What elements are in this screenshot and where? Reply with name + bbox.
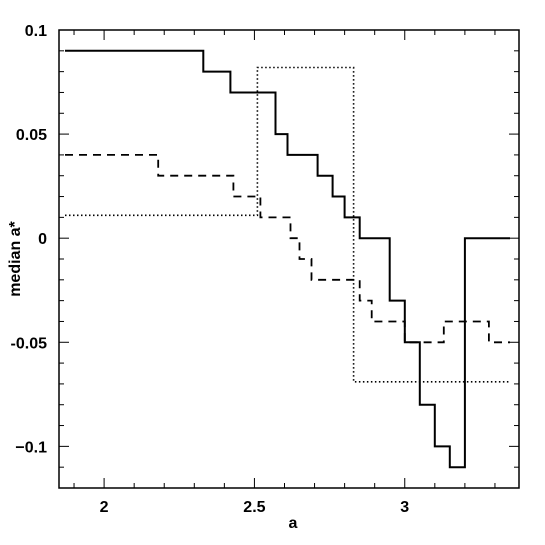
x-axis-title: a bbox=[289, 515, 298, 532]
y-tick-label: −0.1 bbox=[15, 439, 47, 456]
y-tick-label: 0.1 bbox=[25, 23, 47, 40]
x-tick-label: 3 bbox=[400, 499, 409, 516]
x-tick-label: 2.5 bbox=[243, 499, 265, 516]
solid-series-line bbox=[65, 49, 510, 469]
dashed-series-line bbox=[65, 153, 510, 344]
plot-frame bbox=[58, 29, 520, 489]
y-tick-label: -0.05 bbox=[11, 335, 48, 352]
y-axis-title: median a* bbox=[7, 220, 24, 296]
x-tick-label: 2 bbox=[100, 499, 109, 516]
y-tick-label: 0 bbox=[38, 231, 47, 248]
dotted-series-line bbox=[65, 66, 510, 383]
y-tick-label: 0.05 bbox=[16, 127, 47, 144]
